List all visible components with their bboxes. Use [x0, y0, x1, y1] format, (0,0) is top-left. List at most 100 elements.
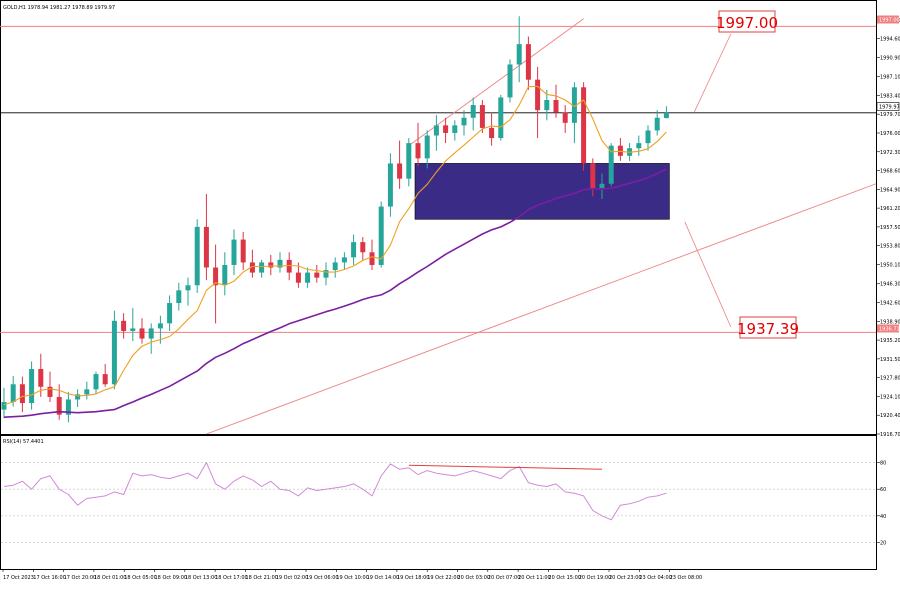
candles-layer — [1, 16, 669, 423]
bull-candle — [470, 105, 476, 118]
x-tick-label: 19 Oct 02:00 — [276, 575, 309, 581]
bull-candle — [84, 389, 90, 395]
rsi-y-tick-label: 40 — [880, 514, 886, 520]
rsi-line — [3, 462, 667, 521]
bull-candle — [599, 183, 605, 189]
bull-candle — [654, 117, 660, 131]
bull-candle — [516, 44, 522, 65]
x-tick-label: 18 Oct 17:00 — [215, 575, 248, 581]
bull-candle — [10, 384, 16, 403]
y-tick-label: 1953.80 — [880, 244, 900, 250]
x-tick-label: 18 Oct 13:00 — [185, 575, 218, 581]
y-tick-label: 1946.30 — [880, 282, 900, 288]
bull-candle — [645, 130, 651, 144]
bull-candle — [498, 97, 504, 139]
x-tick-label: 18 Oct 05:00 — [124, 575, 157, 581]
x-tick-label: 19 Oct 10:00 — [336, 575, 369, 581]
bull-candle — [111, 320, 117, 385]
y-tick-label: 1931.50 — [880, 357, 900, 363]
bull-candle — [231, 239, 237, 265]
bull-candle — [424, 135, 430, 159]
bear-candle — [553, 99, 559, 113]
bull-candle — [332, 262, 338, 271]
x-tick-label: 19 Oct 18:00 — [397, 575, 430, 581]
x-tick-label: 20 Oct 11:00 — [518, 575, 551, 581]
price-axis[interactable]: 1998.301994.601990.901987.101983.401979.… — [876, 18, 900, 438]
x-tick-label: 19 Oct 06:00 — [306, 575, 339, 581]
bull-candle — [571, 87, 577, 123]
bear-candle — [415, 143, 421, 159]
bull-candle — [544, 99, 550, 111]
x-tick-label: 17 Oct 2023 — [3, 575, 34, 581]
upper-level-callout: 1997.00 — [716, 10, 778, 33]
overlay-layer — [684, 33, 732, 328]
bull-candle — [387, 163, 393, 207]
bear-candle — [617, 145, 623, 156]
bear-candle — [286, 259, 292, 273]
bull-candle — [433, 125, 439, 136]
bull-candle — [93, 374, 99, 390]
bull-candle — [351, 242, 357, 258]
upper-channel-line — [408, 18, 584, 147]
bear-candle — [562, 112, 568, 123]
rsi-layer: 80 60 40 20 — [1, 461, 886, 546]
lower-level-callout: 1937.39 — [737, 316, 799, 339]
y-tick-label: 1927.80 — [880, 376, 900, 382]
svg-text:1936.71: 1936.71 — [879, 327, 900, 333]
y-tick-label: 1935.20 — [880, 338, 900, 344]
bull-candle — [185, 285, 191, 291]
bear-candle — [56, 396, 62, 415]
y-tick-label: 1942.60 — [880, 301, 900, 307]
bull-candle — [452, 125, 458, 133]
bear-candle — [203, 226, 209, 268]
bear-candle — [268, 262, 274, 268]
support-price-tag: 1936.71 — [877, 324, 900, 333]
y-tick-label: 1961.20 — [880, 206, 900, 212]
bull-candle — [1, 402, 7, 410]
x-tick-label: 20 Oct 19:00 — [579, 575, 612, 581]
bull-candle — [305, 272, 311, 283]
bear-candle — [525, 44, 531, 80]
bull-candle — [194, 226, 200, 286]
x-tick-label: 17 Oct 16:00 — [33, 575, 66, 581]
bear-candle — [295, 272, 301, 283]
bull-candle — [608, 145, 614, 184]
x-tick-label: 18 Oct 21:00 — [245, 575, 278, 581]
rsi-y-tick-label: 80 — [880, 461, 886, 467]
bear-candle — [397, 163, 403, 179]
bear-candle — [213, 267, 219, 286]
ema-fast-line — [3, 85, 667, 406]
x-tick-label: 19 Oct 14:00 — [367, 575, 400, 581]
bull-candle — [323, 270, 329, 278]
y-tick-label: 1924.10 — [880, 394, 900, 400]
y-tick-label: 1976.00 — [880, 131, 900, 137]
bull-candle — [277, 259, 283, 268]
bull-candle — [378, 206, 384, 265]
bull-candle — [29, 369, 35, 404]
bear-candle — [102, 374, 108, 385]
bear-candle — [535, 79, 541, 111]
y-tick-label: 1994.60 — [880, 37, 900, 43]
rsi-panel-frame — [0, 435, 877, 570]
y-tick-label: 1920.40 — [880, 413, 900, 419]
bull-candle — [406, 143, 412, 179]
y-tick-label: 1916.70 — [880, 432, 900, 438]
bull-candle — [148, 328, 154, 339]
bull-candle — [507, 64, 513, 98]
bear-candle — [590, 163, 596, 189]
y-tick-label: 1957.50 — [880, 225, 900, 231]
callout-arrow — [693, 33, 732, 113]
bear-candle — [249, 262, 255, 273]
rsi-y-tick-label: 20 — [880, 540, 886, 546]
bear-candle — [19, 384, 25, 404]
bear-candle — [139, 328, 145, 339]
x-tick-label: 23 Oct 08:00 — [670, 575, 703, 581]
bull-candle — [130, 328, 136, 331]
bear-candle — [479, 105, 485, 128]
bear-candle — [38, 369, 44, 387]
callout-arrow — [684, 221, 732, 328]
bear-candle — [314, 272, 320, 278]
resistance-price-tag: 1997.00 — [877, 15, 900, 24]
y-tick-label: 1987.10 — [880, 75, 900, 81]
